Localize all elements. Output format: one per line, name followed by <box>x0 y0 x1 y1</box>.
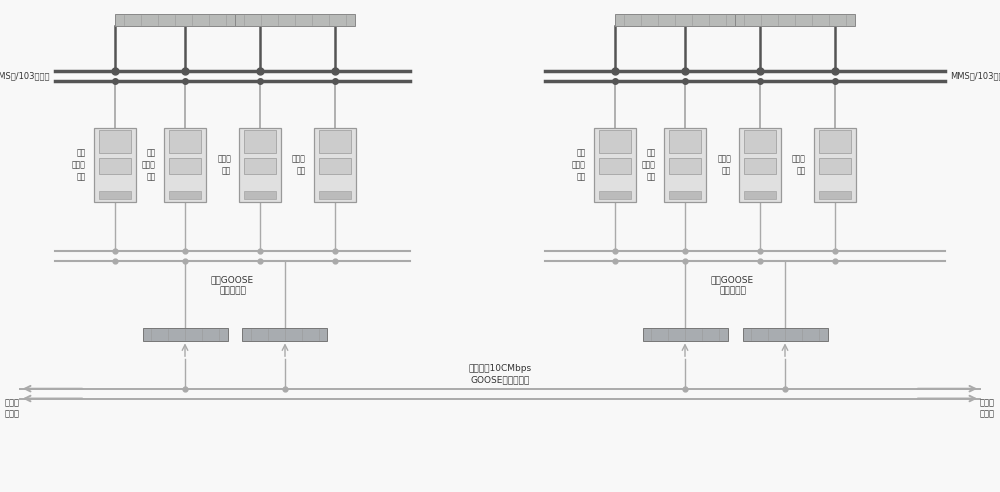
Bar <box>169 158 201 174</box>
Bar <box>594 128 636 202</box>
Bar <box>143 329 228 340</box>
Text: 环网
进线框
保护: 环网 进线框 保护 <box>72 149 86 181</box>
Text: MMS网/103以太网: MMS网/103以太网 <box>0 72 50 81</box>
Bar <box>164 128 206 202</box>
Text: 站内GOOSE
光纤以太网: 站内GOOSE 光纤以太网 <box>211 275 254 296</box>
Bar <box>242 329 327 340</box>
Text: 整流变
保护: 整流变 保护 <box>217 154 231 175</box>
Bar <box>94 128 136 202</box>
Bar <box>819 158 851 174</box>
Bar <box>244 191 276 199</box>
Text: 环网
进线框
保护: 环网 进线框 保护 <box>572 149 586 181</box>
Bar <box>314 128 356 202</box>
Bar <box>819 130 851 153</box>
Bar <box>169 130 201 153</box>
Text: 站内GOOSE
光纤以太网: 站内GOOSE 光纤以太网 <box>711 275 754 296</box>
Bar <box>115 13 235 26</box>
Bar <box>744 130 776 153</box>
Text: 整流变
保护: 整流变 保护 <box>717 154 731 175</box>
Bar <box>319 158 351 174</box>
Bar <box>244 130 276 153</box>
Bar <box>239 128 281 202</box>
Text: 动力变
保护: 动力变 保护 <box>792 154 806 175</box>
Bar <box>319 191 351 199</box>
Bar <box>643 329 728 340</box>
Text: 环网
出线框
保护: 环网 出线框 保护 <box>642 149 656 181</box>
Bar <box>99 158 131 174</box>
Bar <box>244 158 276 174</box>
Text: 至左侧
变电站: 至左侧 变电站 <box>5 398 20 419</box>
Bar <box>735 13 855 26</box>
Bar <box>744 158 776 174</box>
Bar <box>235 13 355 26</box>
Bar <box>742 329 828 340</box>
Bar <box>169 191 201 199</box>
Text: 环网
出线框
保护: 环网 出线框 保护 <box>142 149 156 181</box>
Bar <box>739 128 781 202</box>
Bar <box>814 128 856 202</box>
Bar <box>669 158 701 174</box>
Bar <box>599 158 631 174</box>
Text: 至右侧
变电站: 至右侧 变电站 <box>980 398 995 419</box>
Bar <box>319 130 351 153</box>
Text: 动力变
保护: 动力变 保护 <box>292 154 306 175</box>
Bar <box>615 13 735 26</box>
Bar <box>819 191 851 199</box>
Text: MMS网/103以太网: MMS网/103以太网 <box>950 72 1000 81</box>
Bar <box>99 130 131 153</box>
Bar <box>99 191 131 199</box>
Bar <box>744 191 776 199</box>
Bar <box>599 130 631 153</box>
Bar <box>669 191 701 199</box>
Bar <box>664 128 706 202</box>
Bar <box>669 130 701 153</box>
Bar <box>599 191 631 199</box>
Text: 站间级聨10CMbps
GOOSE光纤以太网: 站间级聨10CMbps GOOSE光纤以太网 <box>468 364 532 384</box>
